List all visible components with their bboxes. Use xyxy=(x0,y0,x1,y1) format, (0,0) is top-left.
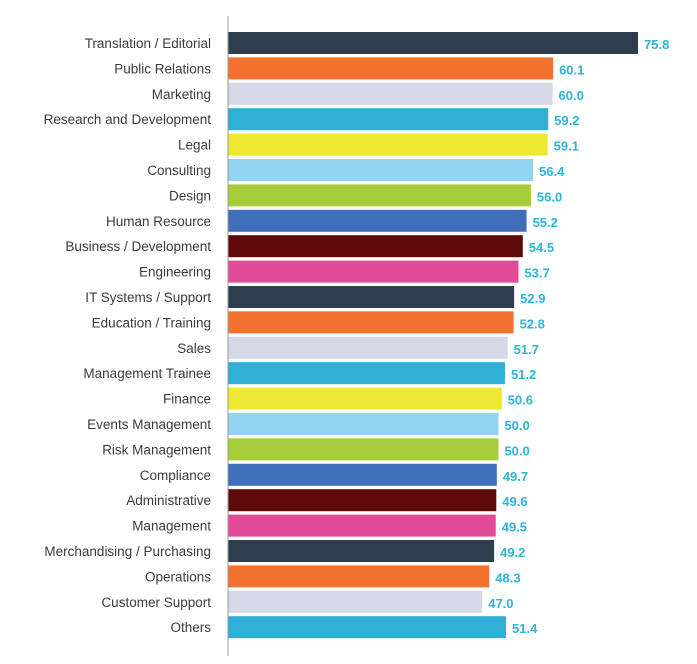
value-label: 50.0 xyxy=(504,443,529,458)
bar-18 xyxy=(228,463,497,486)
value-label: 47.0 xyxy=(488,596,513,611)
value-label: 60.1 xyxy=(559,62,584,77)
value-labels-layer: 75.8 60.1 60.0 59.2 59.1 56.4 56.0 55.2 54.5 53.7… xyxy=(488,37,669,636)
bar-5 xyxy=(228,133,548,156)
bars-layer xyxy=(228,32,638,639)
bar-22 xyxy=(228,565,490,588)
value-label: 55.2 xyxy=(533,215,558,230)
bar-21 xyxy=(228,540,495,562)
bar-9 xyxy=(228,235,523,258)
category-label: Research and Development xyxy=(44,112,212,127)
value-label: 59.1 xyxy=(554,139,579,154)
value-label: 60.0 xyxy=(559,88,584,103)
category-label: Events Management xyxy=(87,417,211,432)
value-label: 56.4 xyxy=(539,164,565,179)
bar-8 xyxy=(228,209,527,232)
category-label: Consulting xyxy=(147,163,211,178)
category-label: Compliance xyxy=(140,468,211,483)
value-label: 52.9 xyxy=(520,291,545,306)
category-label: Management Trainee xyxy=(83,366,211,381)
value-label: 49.6 xyxy=(502,494,527,509)
bar-3 xyxy=(228,82,553,105)
category-label: Customer Support xyxy=(101,595,211,610)
category-label: Business / Development xyxy=(65,239,211,254)
bar-14 xyxy=(228,362,505,385)
bar-19 xyxy=(228,489,497,512)
category-label: Design xyxy=(169,188,211,203)
value-label: 51.2 xyxy=(511,367,536,382)
category-label: Others xyxy=(170,620,211,635)
category-label: Merchandising / Purchasing xyxy=(44,544,211,559)
value-label: 51.4 xyxy=(512,621,538,636)
bar-1 xyxy=(228,32,638,54)
value-label: 48.3 xyxy=(495,570,520,585)
category-label: IT Systems / Support xyxy=(85,290,211,305)
bar-20 xyxy=(228,514,496,537)
category-labels-layer: Translation / Editorial Public Relations M… xyxy=(44,36,212,635)
value-label: 59.2 xyxy=(554,113,579,128)
category-label: Marketing xyxy=(152,87,211,102)
bar-24 xyxy=(228,616,507,639)
category-label: Sales xyxy=(177,341,211,356)
bar-7 xyxy=(228,184,531,207)
bar-13 xyxy=(228,336,508,359)
category-label: Public Relations xyxy=(114,61,211,76)
category-label: Finance xyxy=(163,392,211,407)
category-label: Risk Management xyxy=(102,442,211,457)
bar-12 xyxy=(228,311,514,334)
category-label: Engineering xyxy=(139,265,211,280)
bar-10 xyxy=(228,260,519,283)
bar-23 xyxy=(228,590,483,613)
value-label: 49.7 xyxy=(503,469,528,484)
bar-17 xyxy=(228,438,499,461)
category-label: Legal xyxy=(178,138,211,153)
value-label: 75.8 xyxy=(644,37,669,52)
value-label: 50.6 xyxy=(508,393,533,408)
bar-16 xyxy=(228,413,499,435)
value-label: 56.0 xyxy=(537,189,562,204)
category-label: Education / Training xyxy=(92,315,211,330)
category-label: Human Resource xyxy=(106,214,211,229)
value-label: 49.5 xyxy=(502,520,527,535)
value-label: 54.5 xyxy=(529,240,554,255)
bar-2 xyxy=(228,57,554,80)
category-label: Translation / Editorial xyxy=(85,36,211,51)
value-label: 51.7 xyxy=(514,342,539,357)
value-label: 52.8 xyxy=(520,316,545,331)
category-label: Administrative xyxy=(126,493,211,508)
bar-11 xyxy=(228,286,515,308)
bar-4 xyxy=(228,108,549,131)
value-label: 53.7 xyxy=(524,266,549,281)
category-label: Management xyxy=(132,519,211,534)
bar-15 xyxy=(228,387,502,410)
value-label: 49.2 xyxy=(500,545,525,560)
value-label: 50.0 xyxy=(504,418,529,433)
bar-6 xyxy=(228,159,534,181)
category-label: Operations xyxy=(145,569,211,584)
